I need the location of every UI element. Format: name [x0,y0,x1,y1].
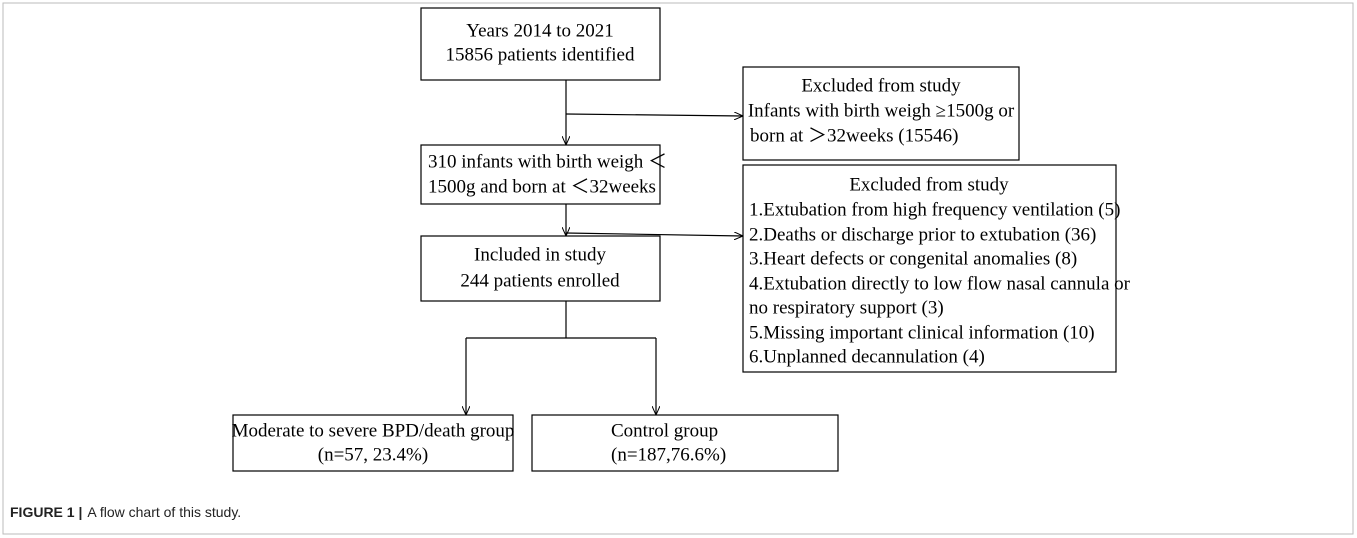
box-text: (n=57, 23.4%) [318,444,428,465]
group-box [232,414,514,472]
box-text: born at ＞32weeks (15546) [750,125,958,146]
box-text: 1.Extubation from high frequency ventila… [749,199,1120,220]
flow-box [420,144,661,205]
box-text: 2.Deaths or discharge prior to extubatio… [749,224,1096,245]
box-title: Excluded from study [801,75,961,96]
box-text: Years 2014 to 2021 [466,20,613,41]
exclusion-box [742,164,1117,373]
box-text: Included in study [474,244,606,265]
caption-text: A flow chart of this study. [87,504,241,520]
box-text: (n=187,76.6%) [611,444,726,465]
box-text: Control group [611,420,718,441]
arrow [565,233,743,236]
box-text: Infants with birth weigh ≥1500g or [748,100,1015,121]
box-text: 4.Extubation directly to low flow nasal … [749,273,1131,294]
box-text: 6.Unplanned decannulation (4) [749,346,985,367]
flow-box [420,7,661,81]
box-text: 244 patients enrolled [460,270,620,291]
box-text: 3.Heart defects or congenital anomalies … [749,248,1077,269]
box-text: 310 infants with birth weigh ＜ [428,151,667,172]
arrow [565,114,743,116]
connectors [466,80,743,415]
caption-label: FIGURE 1 | [10,504,82,520]
exclusion-box [742,66,1020,161]
box-text: 15856 patients identified [446,44,635,65]
box-title: Excluded from study [849,174,1009,195]
group-box [531,414,839,472]
box-text: 1500g and born at ＜32weeks [428,176,656,197]
box-text: 5.Missing important clinical information… [749,322,1095,343]
box-text: Moderate to severe BPD/death group [232,420,515,441]
box-text: no respiratory support (3) [749,297,944,318]
flow-box [420,235,661,302]
caption: FIGURE 1 | A flow chart of this study. [10,504,241,520]
